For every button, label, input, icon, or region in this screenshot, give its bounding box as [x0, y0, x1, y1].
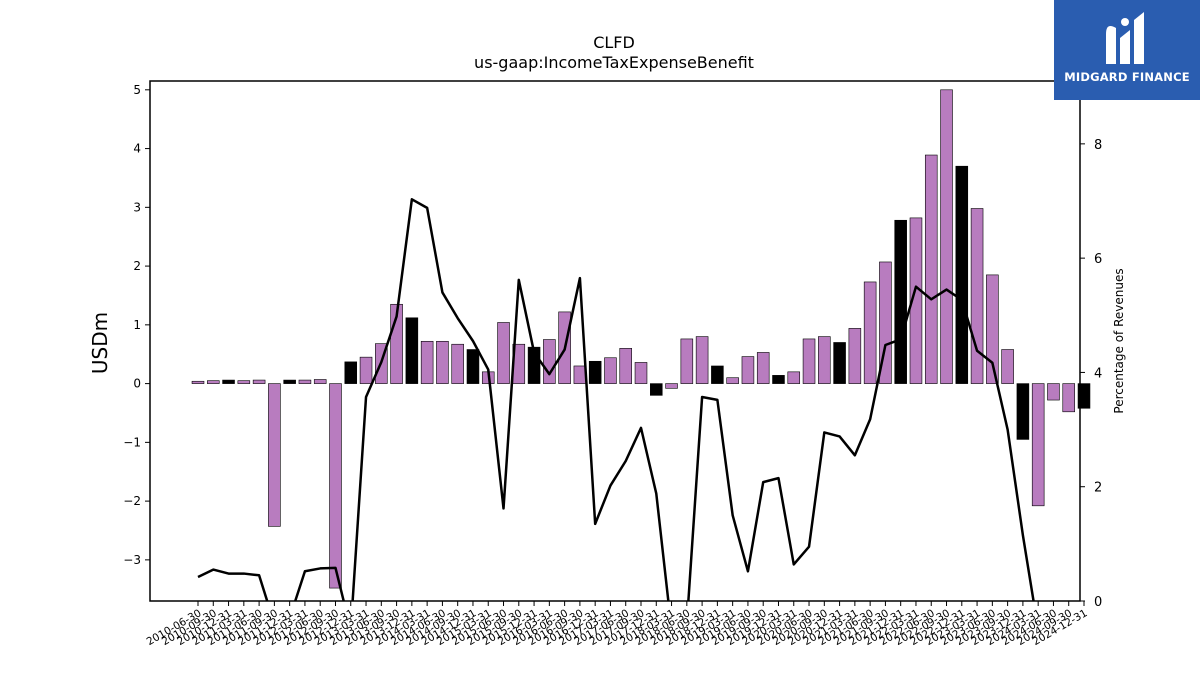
- bar: [405, 317, 419, 384]
- chart-title: CLFD: [593, 33, 635, 52]
- bar: [787, 371, 801, 384]
- bar: [1016, 383, 1030, 440]
- bar: [970, 208, 984, 384]
- y-tick-label: 1: [133, 318, 141, 332]
- bar: [451, 343, 464, 384]
- y2-tick-label: 8: [1094, 138, 1102, 153]
- bar: [588, 360, 602, 384]
- bar: [222, 379, 235, 384]
- bar: [909, 217, 923, 384]
- bar: [329, 383, 342, 589]
- bar: [313, 379, 327, 384]
- bar: [833, 342, 846, 384]
- bar: [573, 365, 587, 384]
- bar: [756, 352, 770, 384]
- bar: [741, 356, 755, 384]
- bar: [543, 339, 556, 384]
- bar: [1031, 383, 1045, 507]
- bar: [894, 219, 907, 384]
- bar: [955, 165, 969, 384]
- chart-subtitle: us-gaap:IncomeTaxExpenseBenefit: [474, 53, 754, 72]
- y2-tick-label: 0: [1094, 595, 1102, 610]
- bar: [359, 356, 373, 384]
- bar: [1062, 383, 1075, 413]
- bar: [695, 336, 709, 384]
- y2-tick-label: 2: [1094, 481, 1102, 496]
- bar: [619, 348, 632, 384]
- y-tick-label: −1: [123, 435, 141, 449]
- plot-area: −3−2−1012345024682010-06-302010-09-30201…: [123, 80, 1102, 648]
- bar: [802, 338, 816, 384]
- bar: [237, 380, 251, 384]
- bar: [863, 281, 877, 384]
- bar: [1001, 349, 1014, 384]
- y-tick-label: 5: [133, 83, 141, 97]
- bar: [268, 383, 281, 527]
- bar: [436, 340, 449, 384]
- bar: [466, 349, 480, 384]
- y-tick-label: 3: [133, 200, 141, 214]
- y2-tick-label: 4: [1094, 366, 1102, 381]
- y-tick-label: −2: [123, 494, 141, 508]
- bar: [298, 379, 312, 384]
- bar: [1047, 383, 1060, 401]
- bar: [680, 338, 694, 384]
- bar: [711, 365, 724, 384]
- bar: [1077, 383, 1091, 409]
- series-line-pct-revenue: [197, 198, 1035, 601]
- brand-name: MIDGARD FINANCE: [1064, 70, 1190, 84]
- bar: [650, 383, 663, 396]
- y-tick-label: 4: [133, 142, 141, 156]
- bar: [726, 377, 739, 384]
- bar: [283, 379, 296, 384]
- y2-axis-label: Percentage of Revenues: [1112, 268, 1126, 413]
- bar: [420, 340, 434, 384]
- brand-logo: MIDGARD FINANCE: [1054, 0, 1200, 100]
- bar: [879, 261, 892, 384]
- bar: [986, 274, 999, 384]
- bar: [818, 336, 831, 384]
- plot-frame: [149, 80, 1081, 602]
- bar: [252, 379, 266, 384]
- y-tick-label: −3: [123, 553, 141, 567]
- bar: [940, 89, 953, 384]
- bar: [497, 322, 510, 384]
- bar: [924, 154, 938, 384]
- bar: [772, 375, 785, 384]
- bar: [191, 380, 205, 384]
- bar: [390, 303, 403, 384]
- bar: [634, 362, 648, 384]
- y2-tick-label: 6: [1094, 252, 1102, 267]
- bar: [604, 357, 617, 384]
- y-tick-label: 0: [133, 377, 141, 391]
- midgard-logo-icon: [1106, 12, 1144, 64]
- bar: [207, 380, 220, 384]
- bar: [665, 383, 678, 389]
- bar: [344, 361, 358, 384]
- bar: [848, 328, 862, 384]
- y-axis-label: USDm: [88, 312, 112, 374]
- y-tick-label: 2: [133, 259, 141, 273]
